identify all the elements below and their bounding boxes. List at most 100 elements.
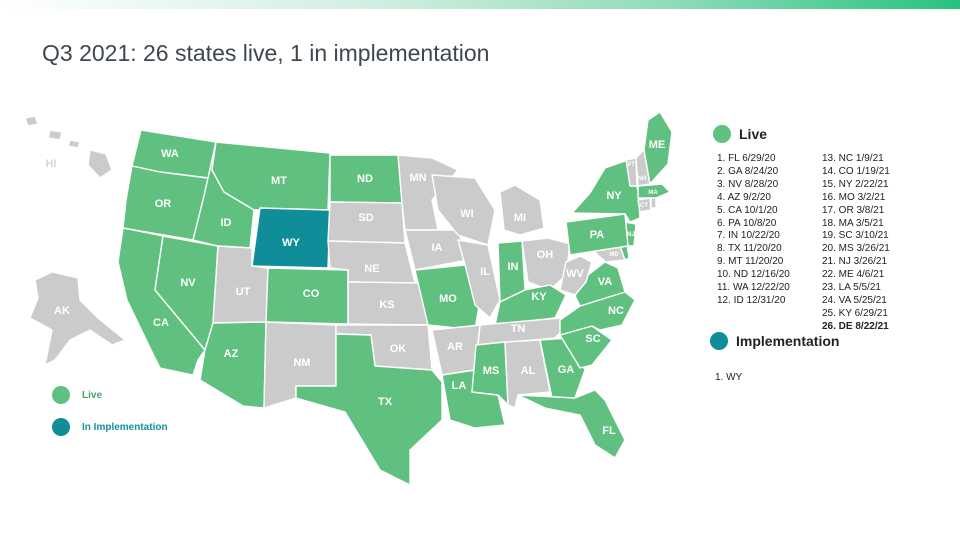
list-item: 8. TX 11/20/20 <box>717 243 782 255</box>
state-me[interactable] <box>643 111 673 185</box>
state-label-id: ID <box>221 217 232 229</box>
list-item: 14. CO 1/19/21 <box>822 165 890 177</box>
state-wv[interactable] <box>559 255 593 296</box>
legend-live-label: Live <box>739 126 768 142</box>
list-item: 3. NV 8/28/20 <box>717 178 779 190</box>
state-ms[interactable] <box>471 341 509 406</box>
state-label-mi: MI <box>514 212 526 224</box>
bottom-legend-implementation: In Implementation <box>52 418 168 436</box>
list-item: 20. MS 3/26/21 <box>822 243 890 255</box>
list-item: 15. NY 2/22/21 <box>822 178 889 190</box>
state-mo[interactable] <box>414 264 481 331</box>
implementation-list: 1. WY <box>715 372 815 385</box>
state-fl[interactable] <box>517 389 626 459</box>
list-item: 7. IN 10/22/20 <box>717 230 780 242</box>
implementation-dot-icon <box>52 418 70 436</box>
state-az[interactable] <box>199 321 267 409</box>
state-label-fl: FL <box>602 425 616 437</box>
state-label-ut: UT <box>236 286 251 298</box>
live-list-column-2: 13. NC 1/9/21 14. CO 1/19/21 15. NY 2/22/2… <box>822 153 932 334</box>
state-label-nc: NC <box>608 305 624 317</box>
list-item: 10. ND 12/16/20 <box>717 269 790 281</box>
state-label-wi: WI <box>460 208 473 220</box>
live-dot-icon <box>52 386 70 404</box>
list-item: 24. VA 5/25/21 <box>822 294 887 306</box>
state-pa[interactable] <box>565 213 629 256</box>
state-label-md: MD <box>609 252 619 258</box>
state-mn[interactable] <box>397 154 459 231</box>
list-item: 23. LA 5/5/21 <box>822 282 881 294</box>
state-label-co: CO <box>303 288 320 300</box>
list-item: 22. ME 4/6/21 <box>822 269 885 281</box>
implementation-dot-icon <box>710 332 728 350</box>
state-labels-group: WA OR CA NV ID MT WY UT AZ CO NM ND SD N… <box>46 139 666 437</box>
list-item: 1. FL 6/29/20 <box>717 153 776 164</box>
state-label-ny: NY <box>606 190 622 202</box>
state-label-ma: MA <box>648 190 658 196</box>
list-item: 26. DE 8/22/21 <box>822 320 889 332</box>
legend-live-heading: Live <box>713 125 767 143</box>
state-label-mt: MT <box>271 175 287 187</box>
legend-implementation-label: Implementation <box>736 333 840 349</box>
legend-implementation-heading: Implementation <box>710 332 839 350</box>
state-label-ms: MS <box>483 365 500 377</box>
state-label-hi: HI <box>46 158 57 170</box>
state-label-sd: SD <box>358 212 373 224</box>
state-label-ne: NE <box>364 263 379 275</box>
state-label-pa: PA <box>590 229 605 241</box>
list-item: 11. WA 12/22/20 <box>717 282 790 294</box>
state-tx[interactable] <box>295 333 443 486</box>
list-item: 4. AZ 9/2/20 <box>717 191 771 203</box>
state-label-me: ME <box>649 139 666 151</box>
list-item: 25. KY 6/29/21 <box>822 307 888 319</box>
state-label-wa: WA <box>161 148 179 160</box>
state-label-al: AL <box>521 365 536 377</box>
state-label-tn: TN <box>511 323 526 335</box>
state-il[interactable] <box>457 239 501 319</box>
state-label-ky: KY <box>531 291 547 303</box>
state-label-oh: OH <box>537 249 554 261</box>
state-label-ks: KS <box>379 299 394 311</box>
list-item: 19. SC 3/10/21 <box>822 230 889 242</box>
list-item: 17. OR 3/8/21 <box>822 204 885 216</box>
state-label-or: OR <box>155 198 172 210</box>
live-dot-icon <box>713 125 731 143</box>
state-label-wv: WV <box>566 268 584 280</box>
list-item: 18. MA 3/5/21 <box>822 217 884 229</box>
state-label-wy: WY <box>282 237 300 249</box>
live-list-column-1: 1. FL 6/29/20 2. GA 8/24/20 3. NV 8/28/20 4… <box>717 153 817 308</box>
state-label-mo: MO <box>439 293 457 305</box>
state-label-la: LA <box>452 380 467 392</box>
state-label-va: VA <box>598 276 613 288</box>
state-hi[interactable] <box>24 115 113 179</box>
list-item: 6. PA 10/8/20 <box>717 217 777 229</box>
state-mi[interactable] <box>499 184 545 236</box>
list-item: 2. GA 8/24/20 <box>717 165 779 177</box>
state-label-az: AZ <box>224 348 239 360</box>
bottom-legend-implementation-label: In Implementation <box>82 421 168 433</box>
state-ak[interactable] <box>29 271 126 366</box>
state-label-ct: CT <box>640 203 648 209</box>
states-group <box>24 111 673 486</box>
page-title: Q3 2021: 26 states live, 1 in implementa… <box>42 40 490 66</box>
state-wy[interactable] <box>251 207 331 269</box>
list-item: 5. CA 10/1/20 <box>717 204 778 216</box>
state-ma[interactable] <box>637 183 671 199</box>
state-label-in: IN <box>508 261 519 273</box>
top-accent-bar <box>0 0 960 9</box>
state-vt[interactable] <box>625 157 638 187</box>
state-label-ia: IA <box>432 242 443 254</box>
state-label-ak: AK <box>54 305 70 317</box>
state-label-nm: NM <box>293 357 310 369</box>
state-label-tx: TX <box>378 396 393 408</box>
list-item: 16. MO 3/2/21 <box>822 191 886 203</box>
state-label-sc: SC <box>585 333 600 345</box>
list-item: 1. WY <box>715 372 743 383</box>
list-item: 13. NC 1/9/21 <box>822 153 884 164</box>
state-mt[interactable] <box>211 141 331 211</box>
state-label-il: IL <box>480 266 490 278</box>
list-item: 21. NJ 3/26/21 <box>822 256 888 268</box>
state-ri[interactable] <box>650 197 657 209</box>
state-label-nj: NJ <box>627 232 635 238</box>
